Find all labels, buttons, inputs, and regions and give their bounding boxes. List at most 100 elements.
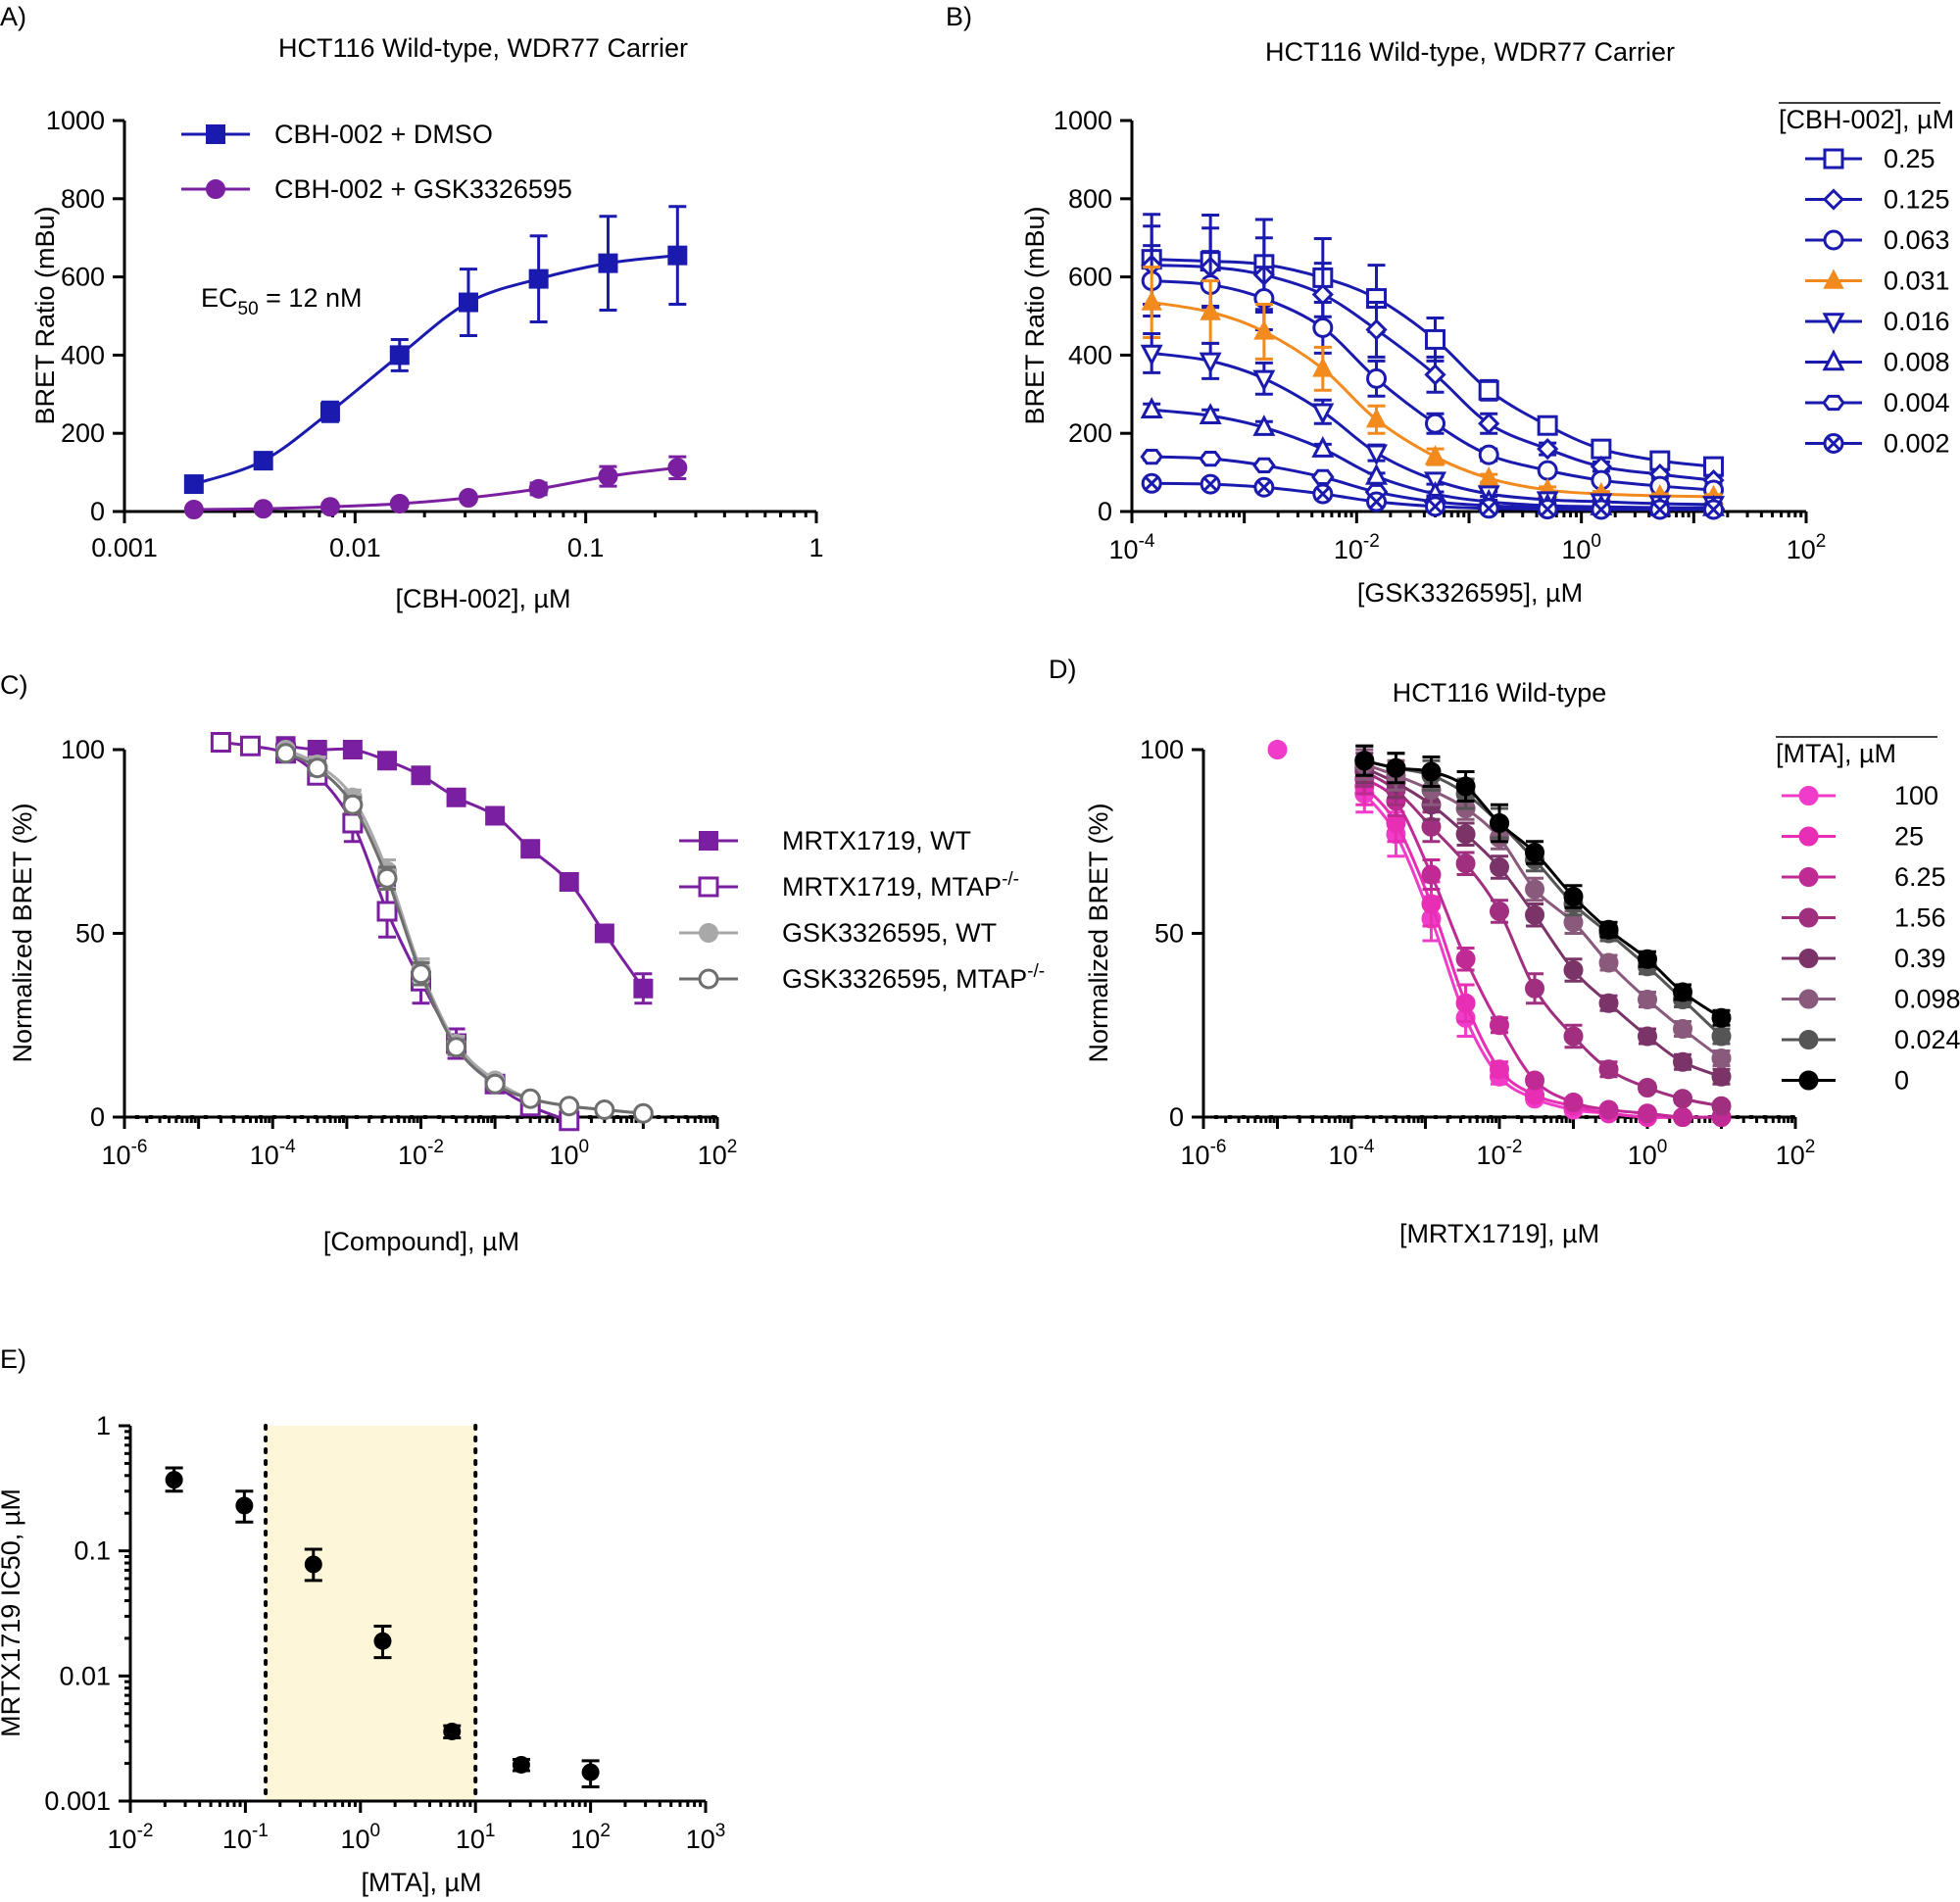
data-point xyxy=(1311,468,1335,486)
data-point xyxy=(528,478,549,499)
data-point xyxy=(307,757,328,779)
legend: [MTA], µM 100 25 6.25 1.56 0.39 0.098 0.024 0 xyxy=(1776,736,1960,1096)
data-point xyxy=(1537,499,1558,520)
y-tick-label: 0 xyxy=(90,1102,105,1132)
legend-marker xyxy=(698,876,719,898)
y-tick-label: 200 xyxy=(1068,418,1112,448)
y-tick-label: 0.001 xyxy=(44,1786,111,1816)
y-tick-label: 0.01 xyxy=(59,1661,111,1690)
data-point xyxy=(446,787,466,807)
data-point xyxy=(253,451,273,471)
legend-label: 100 xyxy=(1894,781,1938,810)
ec50-annotation: EC50 = 12 nM xyxy=(201,283,362,319)
series-gsk3326595-mtap xyxy=(275,743,654,1124)
data-point xyxy=(1455,949,1476,969)
legend-marker xyxy=(699,831,718,851)
data-point xyxy=(235,1489,254,1524)
y-tick-label: 50 xyxy=(75,919,105,949)
legend-label: 0.39 xyxy=(1894,944,1946,973)
data-point xyxy=(1591,499,1612,520)
data-point xyxy=(1253,476,1275,498)
chart-title: HCT116 Wild-type, WDR77 Carrier xyxy=(1265,37,1675,67)
data-point xyxy=(210,732,231,753)
legend: [CBH-002], µM 0.25 0.125 0.063 0.031 0.016 0.0… xyxy=(1779,102,1954,459)
x-tick-label: 102 xyxy=(570,1821,611,1854)
legend-entry: 0.016 xyxy=(1805,307,1950,336)
data-point xyxy=(1354,751,1375,771)
data-point xyxy=(667,245,688,266)
chart-title: HCT116 Wild-type xyxy=(1393,678,1607,707)
x-tick-label: 1 xyxy=(808,533,823,562)
y-tick-label: 0 xyxy=(1169,1102,1184,1132)
data-point xyxy=(1311,403,1335,425)
legend-entry: 0.008 xyxy=(1805,348,1950,377)
legend-label: 0.031 xyxy=(1884,267,1950,296)
x-tick-label: 100 xyxy=(1561,531,1601,564)
data-point xyxy=(1598,919,1619,940)
data-point xyxy=(1366,367,1388,389)
y-tick-label: 800 xyxy=(1068,184,1112,214)
x-tick-label: 101 xyxy=(456,1821,496,1854)
legend-marker xyxy=(1822,349,1845,371)
series-0-25 xyxy=(1141,213,1725,477)
legend-label: MRTX1719, MTAP-/- xyxy=(782,869,1019,902)
legend-entry: GSK3326595, MTAP-/- xyxy=(679,961,1045,994)
data-point xyxy=(1421,864,1442,885)
data-point xyxy=(1365,444,1389,466)
x-tick-label: 100 xyxy=(549,1137,589,1170)
panel-label: A) xyxy=(0,2,26,31)
series-cbh-002-gsk3326595 xyxy=(183,455,688,520)
legend-marker xyxy=(206,124,225,144)
data-point xyxy=(559,1096,580,1117)
legend-entry: 0.125 xyxy=(1805,185,1950,215)
x-axis-label: [MTA], µM xyxy=(361,1868,481,1897)
data-point xyxy=(1478,466,1499,487)
data-point xyxy=(1537,460,1558,481)
data-point xyxy=(485,805,506,826)
x-tick-label: 10-6 xyxy=(1181,1137,1227,1170)
data-point xyxy=(389,345,410,366)
data-point xyxy=(1638,1026,1657,1047)
legend-marker xyxy=(1798,907,1819,928)
x-tick-label: 102 xyxy=(1776,1137,1816,1170)
legend-marker xyxy=(1823,433,1844,454)
legend: CBH-002 + DMSO CBH-002 + GSK3326595 xyxy=(181,120,572,204)
series-0-031 xyxy=(1141,266,1725,506)
legend-marker xyxy=(1798,867,1819,887)
x-tick-label: 10-4 xyxy=(1109,531,1155,564)
data-point xyxy=(519,1088,541,1109)
data-point xyxy=(1366,491,1388,512)
x-tick-label: 102 xyxy=(698,1137,738,1170)
legend-label: MRTX1719, WT xyxy=(782,826,971,855)
y-tick-label: 400 xyxy=(1068,340,1112,369)
series-mrtx1719-mtap xyxy=(210,732,580,1132)
data-point xyxy=(1252,415,1276,436)
data-point xyxy=(342,794,364,815)
data-point xyxy=(1365,408,1388,428)
data-point xyxy=(1141,472,1162,494)
data-point xyxy=(373,1625,392,1660)
x-tick-label: 10-4 xyxy=(1329,1137,1375,1170)
legend-marker xyxy=(1823,229,1844,251)
data-point xyxy=(1424,328,1446,350)
legend-marker xyxy=(698,968,719,990)
data-point xyxy=(1490,1059,1509,1080)
series-line xyxy=(1363,785,1722,1119)
data-point xyxy=(183,474,204,495)
legend-entry: CBH-002 + DMSO xyxy=(181,120,493,149)
data-point xyxy=(1386,757,1406,778)
data-point xyxy=(1200,300,1221,320)
data-point xyxy=(1638,990,1657,1009)
panel-c: C) 0 50 100 10-6 10-4 10-2 100 102 [Compound], µM… xyxy=(0,670,1045,1256)
legend-label: CBH-002 + GSK3326595 xyxy=(274,174,572,204)
legend-entry: 0 xyxy=(1782,1066,1909,1096)
legend-label: 25 xyxy=(1894,822,1924,852)
shaded-region xyxy=(266,1426,476,1801)
legend-marker xyxy=(1798,989,1819,1009)
legend-marker xyxy=(1798,786,1819,805)
data-point xyxy=(520,839,541,859)
legend-title: [CBH-002], µM xyxy=(1779,105,1954,134)
data-point xyxy=(598,466,618,487)
data-point xyxy=(165,1466,183,1493)
legend-marker xyxy=(1798,949,1819,968)
